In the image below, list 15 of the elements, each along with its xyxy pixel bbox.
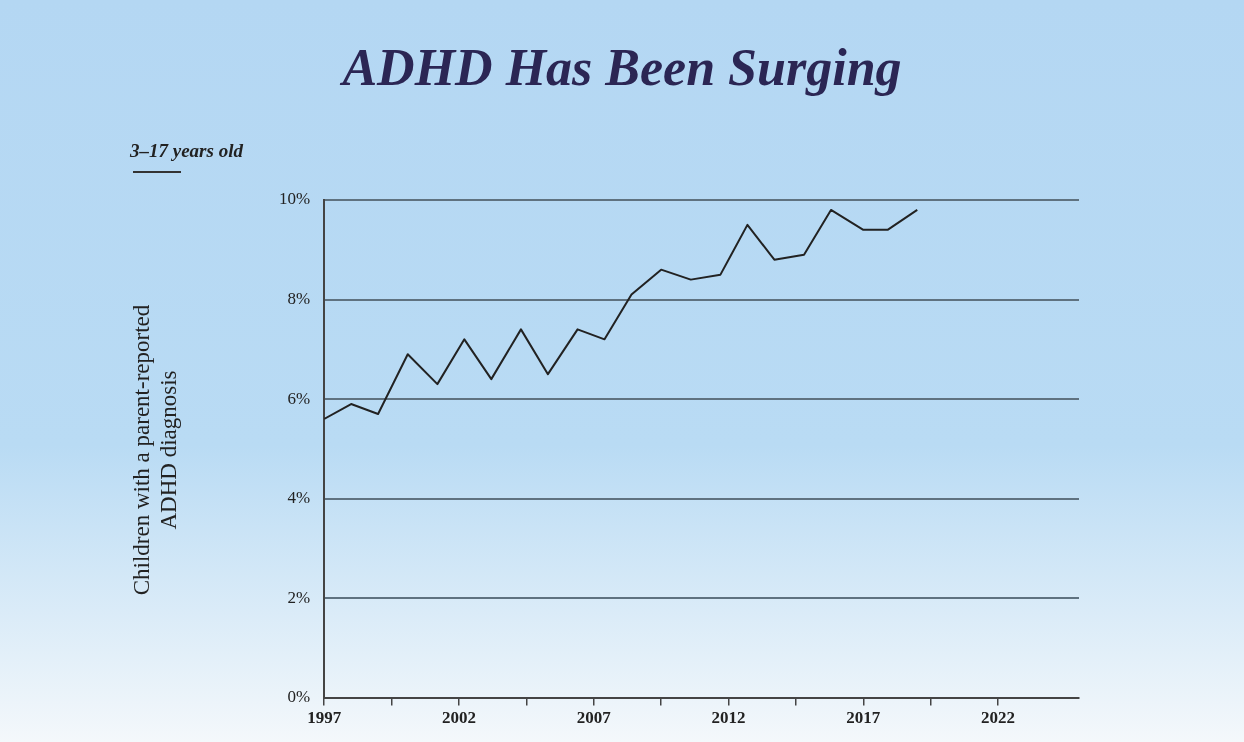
- chart-title: ADHD Has Been Surging: [339, 38, 903, 97]
- x-tick-label: 2007: [576, 708, 612, 728]
- y-tick-label: 4%: [287, 488, 311, 508]
- chart-subtitle: 3–17 years old: [130, 140, 243, 162]
- x-tick-label: 2017: [846, 708, 881, 728]
- y-tick-label: 2%: [287, 587, 311, 607]
- y-tick-label: 0%: [287, 687, 311, 707]
- x-tick-label: 2022: [981, 708, 1016, 728]
- x-tick-label: 2012: [711, 708, 746, 728]
- y-axis-title: Children with a parent-reported ADHD diagnosis: [128, 303, 182, 598]
- y-tick-label: 8%: [287, 288, 311, 308]
- x-tick-label: 2002: [441, 708, 476, 728]
- y-tick-label: 10%: [278, 189, 311, 209]
- y-tick-label: 6%: [287, 388, 311, 408]
- x-tick-label: 1997: [307, 708, 342, 728]
